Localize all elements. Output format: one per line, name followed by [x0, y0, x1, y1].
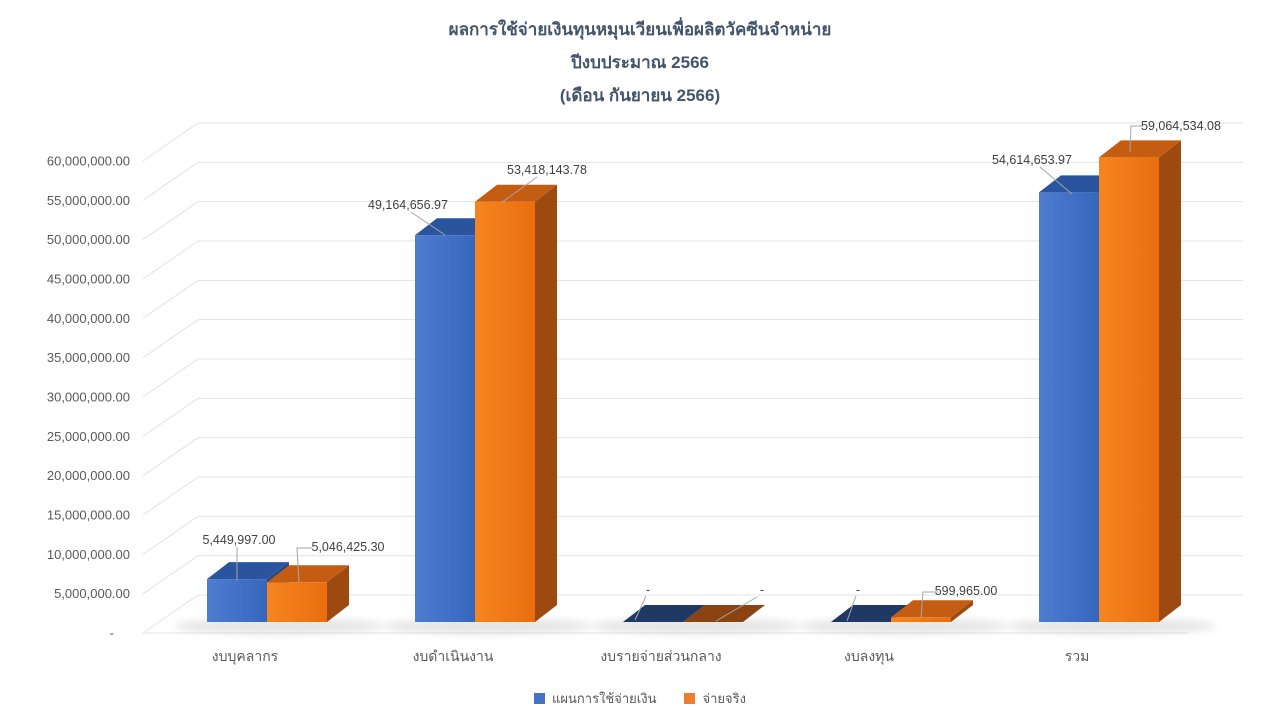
x-axis-category-labels: งบบุคลากร งบดำเนินงาน งบรายจ่ายส่วนกลาง งบล…: [212, 648, 1090, 665]
category-label-4: รวม: [1065, 648, 1090, 664]
legend-label: แผนการใช้จ่ายเงิน: [552, 691, 657, 706]
chart-legend: แผนการใช้จ่ายเงิน จ่ายจริง: [0, 688, 1280, 709]
legend-swatch-icon: [684, 693, 696, 704]
y-tick-label: -: [110, 626, 114, 641]
leader-line: [846, 595, 857, 622]
data-label: 49,164,656.97: [368, 198, 448, 212]
bar-series2-2: [683, 605, 765, 622]
data-labels: 5,449,997.00 49,164,656.97 - - 54,614,653.97…: [203, 119, 1221, 622]
leader-line: [500, 176, 538, 204]
y-tick-label: 45,000,000.00: [47, 272, 130, 287]
legend-label: จ่ายจริง: [702, 691, 746, 706]
y-tick-label: 40,000,000.00: [47, 311, 130, 326]
data-label: 599,965.00: [935, 584, 998, 598]
y-tick-label: 60,000,000.00: [47, 154, 130, 169]
y-tick-label: 25,000,000.00: [47, 429, 130, 444]
leader-line: [296, 547, 312, 583]
y-tick-label: 20,000,000.00: [47, 468, 130, 483]
bar-series2-0: [267, 565, 349, 622]
chart-title-line2: ปีงบประมาณ 2566: [570, 53, 709, 72]
legend-swatch-icon: [534, 693, 546, 704]
leader-line: [920, 591, 938, 619]
bars: [207, 140, 1181, 622]
y-tick-label: 35,000,000.00: [47, 350, 130, 365]
leader-line: [715, 596, 758, 622]
category-label-2: งบรายจ่ายส่วนกลาง: [600, 648, 721, 664]
data-label: 5,449,997.00: [203, 533, 276, 547]
y-tick-label: 5,000,000.00: [54, 586, 130, 601]
data-label: 54,614,653.97: [992, 153, 1072, 167]
chart-title: ผลการใช้จ่ายเงินทุนหมุนเวียนเพื่อผลิตวัค…: [0, 13, 1280, 112]
leader-line: [1039, 166, 1073, 195]
leader-line: [1129, 125, 1143, 153]
y-tick-label: 55,000,000.00: [47, 193, 130, 208]
chart-title-line3: (เดือน กันยายน 2566): [559, 86, 721, 105]
category-label-1: งบดำเนินงาน: [413, 648, 494, 664]
bar-series1-0: [207, 562, 289, 622]
legend-item-1: แผนการใช้จ่ายเงิน: [534, 688, 656, 709]
y-tick-label: 50,000,000.00: [47, 232, 130, 247]
data-label: -: [646, 583, 650, 597]
y-tick-label: 30,000,000.00: [47, 390, 130, 405]
bar-series1-2: [623, 605, 705, 622]
chart-title-line1: ผลการใช้จ่ายเงินทุนหมุนเวียนเพื่อผลิตวัค…: [448, 20, 832, 39]
y-axis-tick-labels: - 5,000,000.00 10,000,000.00 15,000,000.00 2…: [47, 154, 130, 641]
data-label: -: [856, 583, 860, 597]
bar-series2-3: [891, 600, 973, 622]
data-label: 53,418,143.78: [507, 163, 587, 177]
category-label-3: งบลงทุน: [844, 648, 894, 665]
bar-series2-1: [475, 184, 557, 622]
leader-line: [410, 211, 446, 236]
y-tick-label: 15,000,000.00: [47, 508, 130, 523]
data-label: 59,064,534.08: [1141, 119, 1221, 133]
leader-line: [634, 595, 647, 621]
category-label-0: งบบุคลากร: [212, 648, 279, 665]
data-label: 5,046,425.30: [312, 540, 385, 554]
bar-series2-4: [1099, 140, 1181, 622]
data-label: -: [760, 583, 764, 597]
y-tick-label: 10,000,000.00: [47, 547, 130, 562]
legend-item-2: จ่ายจริง: [684, 688, 746, 709]
